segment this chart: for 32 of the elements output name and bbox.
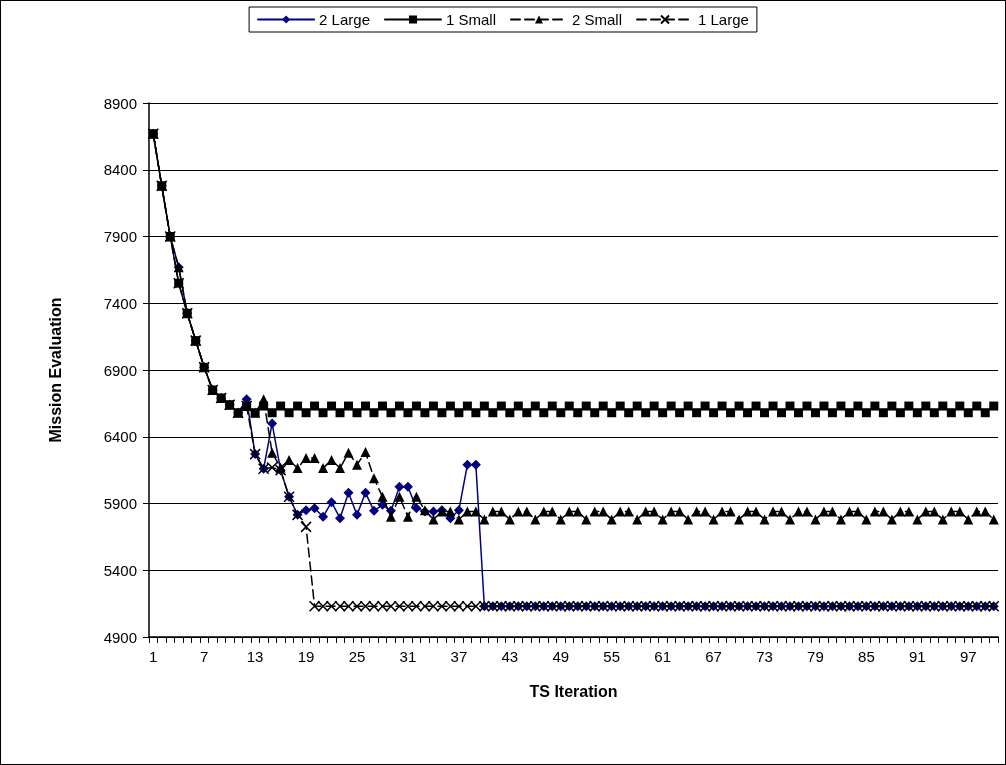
legend-label: 1 Large: [698, 11, 749, 28]
x-tick-label: 55: [603, 648, 621, 665]
x-tick-label: 91: [909, 648, 926, 665]
legend-label: 2 Large: [319, 11, 370, 28]
x-tick-label: 37: [450, 648, 468, 665]
x-tick-label: 97: [959, 648, 977, 665]
y-tick-label: 8400: [103, 161, 137, 179]
y-tick-label: 7900: [103, 228, 137, 245]
y-tick-label: 6400: [103, 428, 137, 446]
legend-label: 2 Small: [572, 11, 623, 28]
y-tick-label: 5400: [103, 561, 137, 579]
y-tick-label: 8900: [103, 94, 137, 112]
x-tick-label: 43: [501, 648, 519, 665]
x-axis-title: TS Iteration: [529, 682, 618, 700]
x-tick-label: 61: [654, 648, 671, 665]
y-tick-label: 7400: [103, 294, 137, 312]
x-tick-label: 49: [552, 648, 570, 665]
x-tick-label: 25: [348, 648, 366, 665]
x-tick-label: 31: [399, 648, 417, 665]
x-tick-label: 73: [756, 648, 773, 665]
x-tick-label: 85: [858, 648, 875, 665]
y-tick-label: 6900: [103, 361, 137, 379]
x-tick-label: 19: [297, 648, 315, 665]
y-axis-title: Mission Evaluation: [46, 297, 64, 443]
x-tick-label: 1: [149, 648, 158, 665]
y-tick-label: 5900: [103, 495, 137, 512]
x-tick-label: 67: [705, 648, 722, 665]
x-tick-label: 13: [246, 648, 264, 665]
x-tick-label: 7: [200, 648, 209, 665]
y-tick-label: 4900: [103, 628, 137, 646]
legend-label: 1 Small: [445, 11, 497, 28]
x-tick-label: 79: [807, 648, 824, 665]
